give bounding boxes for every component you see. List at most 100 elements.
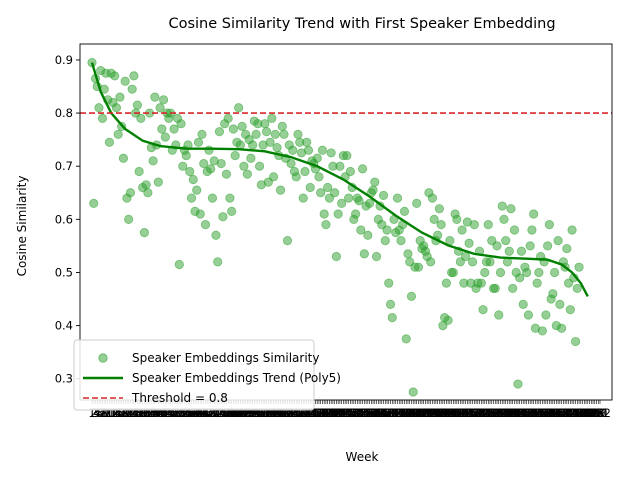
scatter-point — [291, 172, 301, 182]
x-tick-label: 284 — [575, 406, 597, 420]
x-tick-label: 177 — [388, 406, 410, 420]
scatter-point — [490, 283, 500, 294]
x-tick-label: 138 — [320, 406, 342, 420]
scatter-point — [556, 323, 567, 333]
scatter-point — [387, 313, 397, 323]
scatter-point — [158, 95, 169, 105]
x-tick-label: 268 — [547, 406, 569, 420]
x-tick-label: 198 — [425, 406, 447, 420]
x-tick-label: 134 — [313, 406, 335, 420]
scatter-point — [497, 201, 507, 211]
x-tick-label: 239 — [497, 406, 519, 420]
scatter-point — [441, 278, 451, 288]
scatter-point — [550, 267, 560, 278]
scatter-point — [124, 214, 134, 224]
scatter-point — [265, 137, 275, 147]
scatter-point — [574, 262, 584, 272]
scatter-point — [275, 185, 286, 195]
scatter-point — [335, 161, 345, 171]
scatter-point — [111, 103, 122, 113]
x-tick-label: 231 — [483, 406, 505, 420]
scatter-point — [426, 257, 436, 267]
x-tick-label: 176 — [387, 406, 409, 420]
scatter-point — [452, 214, 462, 224]
scatter-point — [427, 193, 438, 203]
scatter-point — [150, 92, 160, 102]
scatter-point — [380, 235, 390, 246]
x-tick-label: 264 — [540, 406, 562, 420]
scatter-point — [323, 182, 333, 193]
x-tick-label: 162 — [362, 406, 384, 420]
scatter-point — [495, 267, 506, 278]
x-tick-label: 163 — [364, 406, 386, 420]
plot-area: 0.30.40.50.60.70.80.91234567891011121314… — [55, 43, 613, 420]
scatter-point — [401, 334, 411, 344]
scatter-point — [434, 204, 444, 214]
scatter-point — [97, 113, 108, 123]
scatter-point — [344, 193, 354, 203]
x-tick-label: 173 — [381, 406, 403, 420]
scatter-point — [94, 103, 104, 113]
scatter-point — [413, 262, 424, 272]
x-tick-label: 216 — [456, 406, 478, 420]
scatter-point — [523, 310, 534, 320]
x-tick-label: 282 — [572, 406, 594, 420]
x-tick-label: 132 — [310, 406, 332, 420]
x-tick-label: 260 — [533, 406, 555, 420]
x-tick-label: 166 — [369, 406, 391, 420]
scatter-point — [504, 246, 514, 256]
scatter-point — [317, 145, 328, 155]
scatter-point — [548, 289, 558, 299]
scatter-point — [555, 299, 565, 309]
x-tick-label: 178 — [390, 406, 412, 420]
scatter-point — [286, 158, 296, 169]
x-tick-label: 233 — [486, 406, 508, 420]
x-tick-label: 257 — [528, 406, 550, 420]
x-tick-label: 210 — [446, 406, 468, 420]
x-tick-label: 160 — [359, 406, 381, 420]
x-tick-label: 139 — [322, 406, 344, 420]
scatter-point — [214, 127, 225, 137]
x-tick-label: 197 — [423, 406, 445, 420]
scatter-point — [515, 273, 525, 283]
scatter-point — [235, 140, 245, 150]
x-tick-label: 217 — [458, 406, 480, 420]
scatter-point — [227, 206, 237, 216]
scatter-point — [129, 71, 139, 81]
scatter-point — [239, 161, 249, 171]
y-tick-label: 0.6 — [55, 212, 73, 226]
x-tick-label: 170 — [376, 406, 398, 420]
x-tick-label: 222 — [467, 406, 489, 420]
scatter-point — [204, 145, 214, 155]
x-tick-label: 251 — [517, 406, 539, 420]
x-tick-label: 7 — [99, 406, 106, 420]
x-tick-label: 149 — [339, 406, 361, 420]
x-tick-label: 187 — [406, 406, 428, 420]
x-tick-label: 290 — [586, 406, 608, 420]
x-tick-label: 5 — [95, 406, 102, 420]
x-tick-label: 164 — [366, 406, 388, 420]
scatter-point — [186, 193, 197, 203]
scatter-point — [513, 379, 523, 389]
scatter-point — [157, 124, 167, 134]
scatter-point — [303, 145, 314, 155]
scatter-point — [351, 209, 361, 219]
scatter-point — [384, 278, 394, 288]
scatter-point — [396, 235, 406, 246]
x-tick-label: 278 — [565, 406, 587, 420]
x-axis-label: Week — [346, 450, 379, 464]
scatter-point — [316, 188, 326, 198]
x-tick-label: 286 — [579, 406, 601, 420]
x-tick-label: 230 — [481, 406, 503, 420]
x-tick-label: 136 — [317, 406, 339, 420]
scatter-point — [248, 140, 258, 150]
scatter-point — [501, 235, 511, 246]
scatter-point — [478, 305, 488, 315]
x-tick-label: 204 — [435, 406, 457, 420]
x-tick-label: 140 — [324, 406, 346, 420]
x-tick-label: 280 — [568, 406, 590, 420]
scatter-point — [494, 310, 504, 320]
x-tick-label: 207 — [441, 406, 463, 420]
x-tick-label: 242 — [502, 406, 524, 420]
